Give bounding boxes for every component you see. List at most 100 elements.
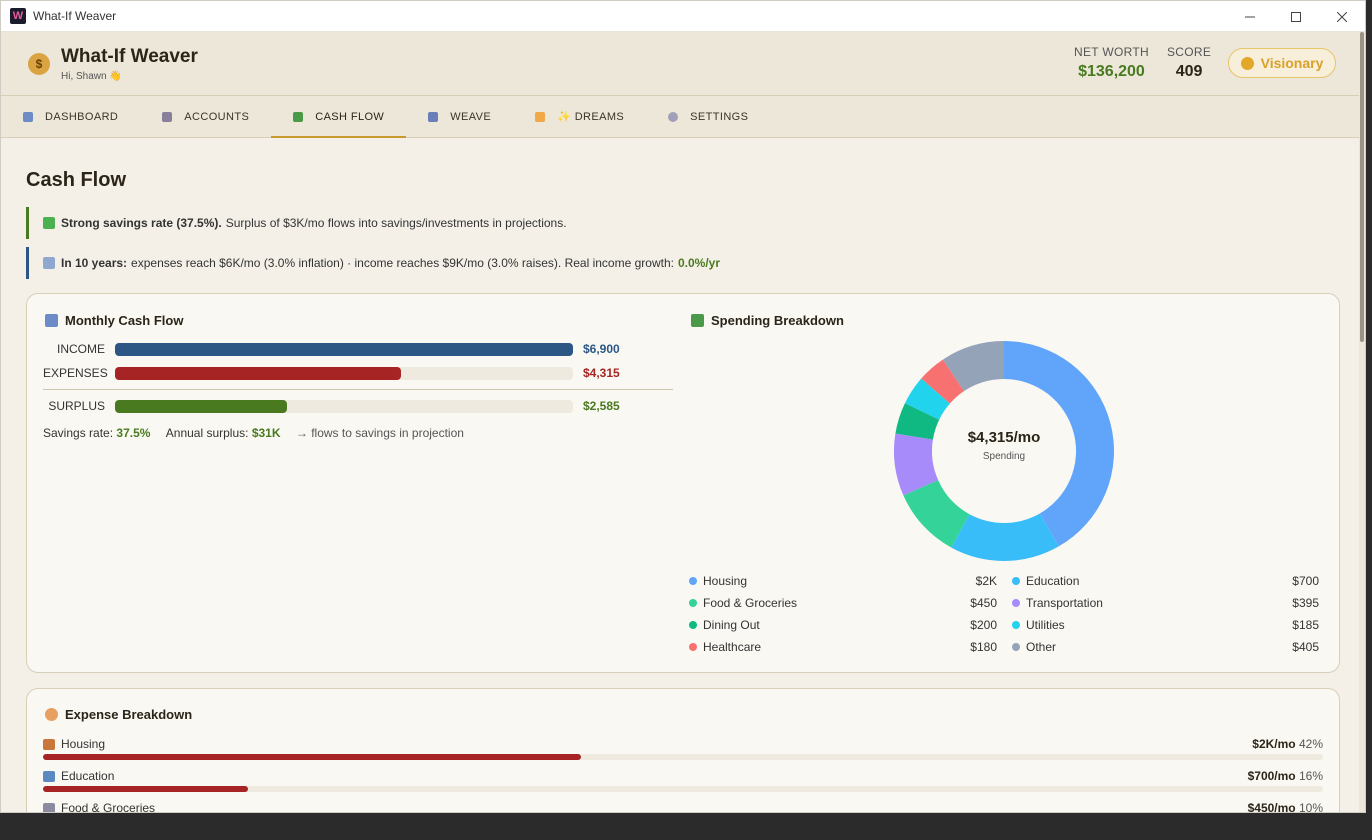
money-icon <box>691 314 704 327</box>
expense-label: Housing <box>61 737 106 751</box>
net-worth-value: $136,200 <box>1078 63 1145 80</box>
tab-settings[interactable]: SETTINGS <box>646 96 770 137</box>
minimize-icon <box>1245 16 1255 17</box>
legend-label: Food & Groceries <box>703 596 798 610</box>
card-title-text: Expense Breakdown <box>65 707 193 722</box>
tab-accounts[interactable]: ACCOUNTS <box>140 96 271 137</box>
score-value: 409 <box>1175 63 1203 80</box>
legend-value: $185 <box>1292 618 1319 632</box>
legend-dot <box>1012 599 1020 607</box>
expense-amount: $2K/mo <box>1252 737 1296 751</box>
legend-value: $200 <box>970 618 997 632</box>
legend-label: Dining Out <box>703 618 760 632</box>
annual-surplus-label: Annual surplus: <box>165 426 249 440</box>
maximize-icon <box>1291 11 1301 22</box>
legend-value: $700 <box>1292 574 1319 588</box>
expense-amount: $450/mo <box>1247 801 1296 813</box>
annual-surplus-value: $31K <box>251 426 281 440</box>
app-header: $ What-If Weaver Hi, Shawn 👋 NET WORTH $… <box>1 32 1365 96</box>
expenses-bar <box>115 366 402 380</box>
income-value: $6,900 <box>583 342 620 356</box>
tab-label: WEAVE <box>450 110 492 123</box>
legend-dot <box>689 599 697 607</box>
tab-weave[interactable]: WEAVE <box>406 96 513 137</box>
alert-text: expenses reach $6K/mo (3.0% inflation) ·… <box>131 256 674 270</box>
legend-item: Transportation <box>1012 596 1103 610</box>
minimize-button[interactable] <box>1227 1 1273 32</box>
maximize-button[interactable] <box>1273 1 1319 32</box>
savings-alert: Strong savings rate (37.5%). Surplus of … <box>26 207 1340 239</box>
rank-badge[interactable]: Visionary <box>1228 48 1336 78</box>
projection-alert: In 10 years: expenses reach $6K/mo (3.0%… <box>26 247 1340 279</box>
scrollbar-thumb[interactable] <box>1360 32 1364 342</box>
income-bar <box>115 342 573 356</box>
expense-breakdown-card: Expense Breakdown Housing $2K/mo 42% Edu… <box>26 688 1340 813</box>
close-icon <box>1337 11 1347 22</box>
spending-donut-chart: $4,315/mo Spending <box>894 341 1114 561</box>
thread-icon <box>428 111 439 122</box>
expense-row-education: Education $700/mo 16% <box>43 769 1323 792</box>
cart-icon <box>43 802 55 812</box>
expense-bar <box>43 754 581 760</box>
rank-badge-label: Visionary <box>1260 55 1324 71</box>
legend-dot <box>689 621 697 629</box>
surplus-bar <box>115 399 287 413</box>
bank-icon <box>162 111 173 122</box>
tab-cash-flow[interactable]: CASH FLOW <box>271 96 407 138</box>
tab-dreams[interactable]: ✨ DREAMS <box>513 96 646 137</box>
medal-icon <box>1240 56 1254 70</box>
legend-dot <box>1012 577 1020 585</box>
legend-label: Housing <box>703 574 748 588</box>
donut-slice-food-groceries[interactable] <box>903 480 970 548</box>
close-button[interactable] <box>1319 1 1365 32</box>
donut-slice-housing[interactable] <box>1004 341 1114 547</box>
income-row: INCOME $6,900 <box>43 342 620 356</box>
real-income-growth: 0.0%/yr <box>677 256 720 270</box>
greeting: Hi, Shawn 👋 <box>61 70 122 82</box>
nav-tabs: DASHBOARD ACCOUNTS CASH FLOW WEAVE ✨ DRE… <box>1 96 1365 138</box>
savings-summary: Savings rate: 37.5% Annual surplus: $31K… <box>43 426 464 440</box>
legend-label: Other <box>1026 640 1057 654</box>
trend-chart-icon <box>43 257 55 269</box>
main-content: Cash Flow Strong savings rate (37.5%). S… <box>1 169 1365 813</box>
expense-percent: 16% <box>1298 769 1323 783</box>
legend-item: Food & Groceries <box>689 596 797 610</box>
net-worth-label: NET WORTH <box>1074 45 1149 59</box>
gear-icon <box>668 111 679 122</box>
pie-chart-icon <box>45 708 58 721</box>
donut-slice-utilities[interactable] <box>904 378 950 420</box>
legend-dot <box>1012 643 1020 651</box>
house-icon <box>43 738 55 750</box>
surplus-value: $2,585 <box>583 399 620 413</box>
alert-bold: Strong savings rate (37.5%). <box>61 216 222 230</box>
donut-slice-education[interactable] <box>951 513 1059 561</box>
donut-slice-other[interactable] <box>942 341 1004 392</box>
bar-chart-icon <box>45 314 58 327</box>
net-worth-stat: NET WORTH $136,200 <box>1074 45 1149 81</box>
score-label: SCORE <box>1167 45 1212 59</box>
books-icon <box>43 770 55 782</box>
divider <box>43 389 673 390</box>
sparkles-icon <box>535 111 546 122</box>
legend-value: $180 <box>970 640 997 654</box>
legend-item: Utilities <box>1012 618 1065 632</box>
donut-slice-dining-out[interactable] <box>895 403 940 440</box>
expense-bar <box>43 786 248 792</box>
app-window: W What-If Weaver $ What-If Weaver Hi, Sh… <box>0 0 1366 813</box>
tab-dashboard[interactable]: DASHBOARD <box>1 96 140 137</box>
donut-slice-healthcare[interactable] <box>921 359 964 404</box>
title-bar: W What-If Weaver <box>1 1 1365 32</box>
bar-chart-icon <box>23 111 33 122</box>
expense-percent: 10% <box>1298 801 1323 813</box>
tab-label: ACCOUNTS <box>184 110 250 123</box>
legend-label: Education <box>1026 574 1080 588</box>
scrollbar[interactable] <box>1359 32 1365 812</box>
legend-value: $395 <box>1292 596 1319 610</box>
donut-slice-transportation[interactable] <box>894 433 939 496</box>
cash-flow-card: Monthly Cash Flow INCOME $6,900 EXPENSES… <box>26 293 1340 673</box>
expense-row-housing: Housing $2K/mo 42% <box>43 737 1323 760</box>
score-stat: SCORE 409 <box>1167 45 1211 81</box>
card-title-text: Monthly Cash Flow <box>65 313 184 328</box>
donut-center-label: Spending <box>983 451 1025 462</box>
surplus-row: SURPLUS $2,585 <box>43 399 620 413</box>
